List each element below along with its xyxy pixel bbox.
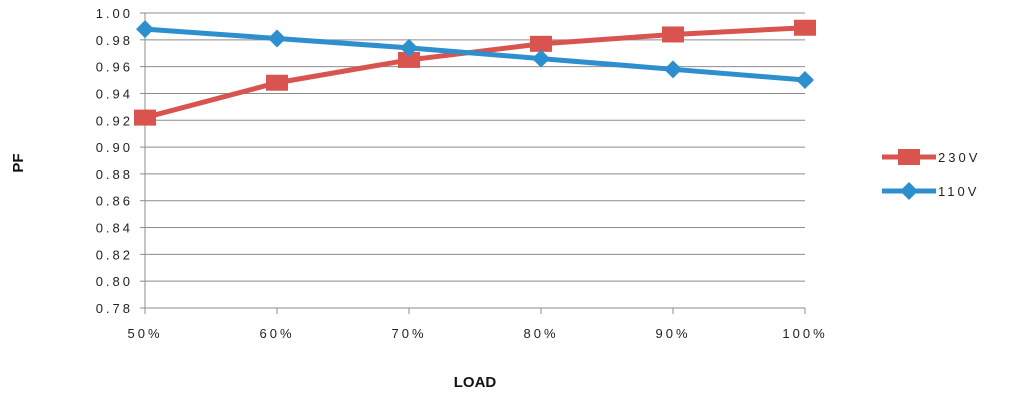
y-axis-title: PF xyxy=(10,153,27,172)
data-point-230v xyxy=(794,19,816,36)
axes: 0.78 0.80 0.82 0.84 0.86 0.88 0.90 0.92 0.94 0.96… xyxy=(96,6,827,341)
data-point-230v xyxy=(266,74,288,91)
x-tick-label: 90% xyxy=(655,326,690,341)
y-tick-label: 0.90 xyxy=(96,140,133,155)
legend-label-230v: 230V xyxy=(938,150,980,165)
y-tick-label: 0.98 xyxy=(96,33,133,48)
legend-marker-110v xyxy=(900,182,918,200)
data-point-110v xyxy=(532,49,550,68)
data-point-110v xyxy=(268,29,286,48)
x-tick-label: 50% xyxy=(127,326,162,341)
x-tick-label: 70% xyxy=(391,326,426,341)
y-tick-label: 0.96 xyxy=(96,60,133,75)
legend-label-110v: 110V xyxy=(938,184,979,199)
y-tick-label: 0.92 xyxy=(96,113,133,128)
data-point-110v xyxy=(664,60,682,79)
series-line-110v xyxy=(144,26,806,83)
y-tick-label: 0.82 xyxy=(96,247,133,262)
x-tick-label: 60% xyxy=(259,326,294,341)
x-tick-label: 80% xyxy=(523,326,558,341)
gridlines xyxy=(145,12,805,309)
y-tick-label: 0.80 xyxy=(96,274,133,289)
y-tick-label: 1.00 xyxy=(96,6,133,21)
data-point-110v xyxy=(400,38,418,57)
data-point-110v xyxy=(136,20,154,39)
data-point-230v xyxy=(530,35,552,52)
y-tick-label: 0.86 xyxy=(96,194,133,209)
data-point-230v xyxy=(134,109,156,126)
x-tick-label: 100% xyxy=(782,326,827,341)
y-tick-label: 0.88 xyxy=(96,167,133,182)
data-point-110v xyxy=(796,71,814,90)
y-tick-label: 0.84 xyxy=(96,221,133,236)
y-tick-label: 0.78 xyxy=(96,301,133,316)
legend: 230V 110V xyxy=(882,149,980,200)
x-axis-title: LOAD xyxy=(454,374,497,391)
legend-marker-230v xyxy=(898,149,920,165)
y-tick-label: 0.94 xyxy=(96,86,133,101)
data-point-230v xyxy=(398,51,420,68)
series xyxy=(134,19,816,126)
data-point-230v xyxy=(662,26,684,43)
